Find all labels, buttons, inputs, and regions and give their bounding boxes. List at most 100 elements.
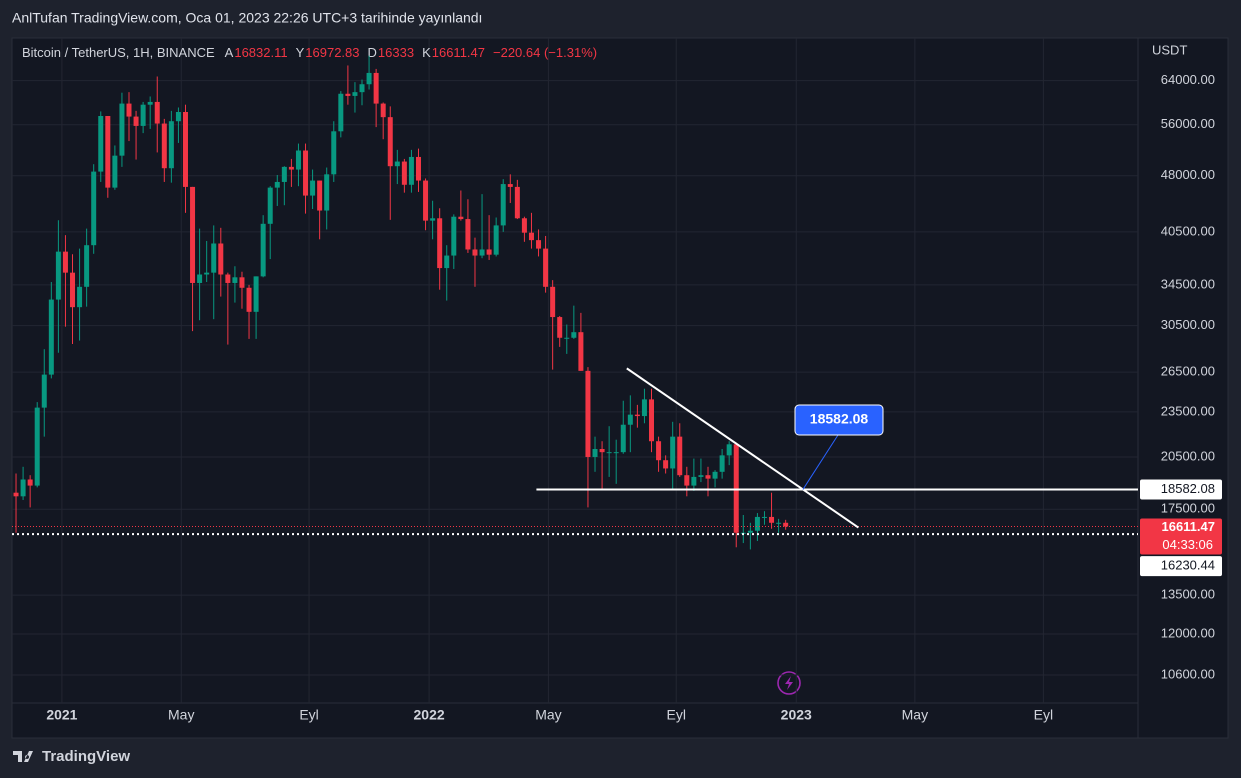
x-tick-label: 2023	[781, 707, 812, 723]
candle-body	[133, 116, 139, 126]
candle-body	[324, 174, 330, 211]
candle-body	[408, 156, 414, 185]
y-tick-label: 64000.00	[1161, 72, 1215, 87]
candle-body	[161, 123, 167, 169]
candle-body	[394, 161, 400, 167]
candle-body	[656, 441, 662, 461]
candle-body	[627, 414, 633, 425]
legend-value: 16832.11	[234, 45, 287, 60]
countdown-label: 04:33:06	[1162, 537, 1213, 552]
candle-body	[211, 243, 217, 273]
hline-price-label: 18582.08	[1161, 481, 1215, 496]
candle-body	[27, 479, 33, 486]
y-tick-label: 20500.00	[1161, 448, 1215, 463]
legend-key: A	[225, 45, 234, 60]
candle-body	[769, 516, 775, 523]
candle-body	[119, 103, 125, 156]
candle-body	[373, 72, 379, 104]
x-tick-label: 2022	[414, 707, 445, 723]
y-tick-label: 40500.00	[1161, 223, 1215, 238]
candle-body	[578, 332, 584, 371]
candle-body	[585, 370, 591, 457]
last-price-box	[1140, 518, 1222, 555]
candle-body	[41, 374, 47, 408]
candle-body	[649, 399, 655, 442]
candle-body	[303, 150, 309, 196]
x-tick-label: May	[168, 707, 194, 723]
last-price-label: 16611.47	[1161, 519, 1215, 534]
callout-pointer	[802, 434, 839, 490]
candle-body	[62, 251, 68, 273]
candle-body	[430, 218, 436, 221]
candle-body	[13, 492, 19, 497]
legend-key: K	[422, 45, 431, 60]
icon-circle[interactable]	[777, 671, 801, 695]
candle-body	[599, 449, 605, 453]
candle-body	[783, 522, 789, 527]
candle-body	[458, 216, 464, 220]
candle-body	[705, 475, 711, 479]
y-tick-label: 12000.00	[1161, 625, 1215, 640]
candle-body	[691, 476, 697, 486]
support-price-label: 16230.44	[1161, 558, 1215, 573]
candle-body	[366, 72, 372, 85]
candle-body	[345, 93, 351, 96]
candle-body	[571, 332, 577, 338]
y-tick-label: 34500.00	[1161, 276, 1215, 291]
currency: USDT	[1152, 42, 1187, 57]
candle-body	[698, 475, 704, 477]
candle-body	[20, 479, 26, 497]
candle-body	[77, 286, 83, 308]
replay-icon[interactable]	[777, 671, 801, 695]
candle-body	[472, 249, 478, 256]
candle-body	[70, 272, 76, 308]
candle-body	[507, 184, 513, 187]
x-tick-label: Eyl	[299, 707, 318, 723]
candle-body	[437, 218, 443, 269]
candle-body	[310, 180, 316, 196]
candle-body	[246, 287, 252, 312]
y-tick-label: 13500.00	[1161, 587, 1215, 602]
candle-body	[465, 219, 471, 250]
trend-line	[626, 367, 859, 529]
candle-body	[225, 274, 231, 283]
x-tick-label: May	[902, 707, 928, 723]
candle-body	[641, 399, 647, 417]
legend-value: 16333	[378, 45, 414, 60]
candle-body	[218, 243, 224, 275]
candle-body	[500, 184, 506, 226]
icon-bolt[interactable]	[785, 676, 793, 690]
candle-body	[557, 317, 563, 338]
candle-body	[493, 225, 499, 255]
logo-mark	[13, 751, 33, 762]
candle-body	[726, 444, 732, 456]
candle-body	[423, 180, 429, 221]
y-tick-label: 56000.00	[1161, 116, 1215, 131]
candle-body	[401, 161, 407, 185]
support-price-box	[1140, 556, 1222, 577]
candle-body	[444, 255, 450, 269]
candle-body	[613, 452, 619, 454]
candle-body	[197, 274, 203, 283]
candle-body	[168, 121, 174, 169]
y-tick-label: 48000.00	[1161, 167, 1215, 182]
x-tick-label: 2021	[46, 707, 77, 723]
candle-body	[317, 180, 323, 211]
y-tick-label: 30500.00	[1161, 317, 1215, 332]
legend-key: Y	[296, 45, 305, 60]
candle-body	[543, 248, 549, 287]
callout-box	[794, 404, 884, 436]
candle-body	[154, 101, 160, 124]
chart-panel	[11, 37, 1229, 739]
footer-logo: TradingView	[13, 748, 130, 765]
candle-body	[670, 436, 676, 469]
candle-body	[415, 156, 421, 181]
candle-body	[521, 218, 527, 233]
candle-body	[105, 115, 111, 188]
candle-body	[564, 337, 570, 339]
candle-body	[677, 436, 683, 476]
candle-body	[331, 131, 337, 175]
candle-body	[387, 117, 393, 167]
footer-text: TradingView	[42, 748, 130, 765]
